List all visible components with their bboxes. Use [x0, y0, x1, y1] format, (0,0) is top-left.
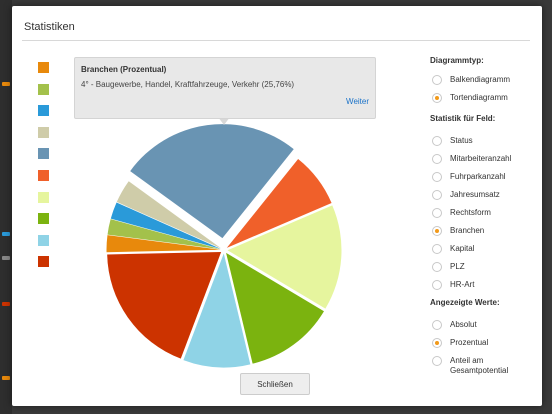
- field-option[interactable]: Kapital: [432, 243, 542, 257]
- radio-button[interactable]: [432, 244, 442, 254]
- diagram-type-option[interactable]: Tortendiagramm: [432, 92, 542, 106]
- pie-chart[interactable]: [12, 6, 412, 406]
- radio-label: Mitarbeiteranzahl: [450, 154, 512, 163]
- radio-button[interactable]: [432, 356, 442, 366]
- close-button[interactable]: Schließen: [240, 373, 310, 395]
- radio-label: Jahresumsatz: [450, 190, 500, 199]
- pie-slice[interactable]: [226, 158, 332, 248]
- legend-swatch: [38, 105, 49, 117]
- pie-slice[interactable]: [110, 202, 221, 249]
- statistics-dialog: Statistiken Branchen (Prozentual) 4° - B…: [12, 6, 542, 406]
- radio-label: Anteil am Gesamtpotential: [450, 356, 509, 375]
- pie-slice[interactable]: [183, 253, 251, 368]
- radio-button[interactable]: [432, 136, 442, 146]
- radio-button[interactable]: [432, 75, 442, 85]
- radio-button[interactable]: [432, 262, 442, 272]
- radio-button[interactable]: [432, 154, 442, 164]
- radio-button[interactable]: [432, 320, 442, 330]
- background-marker: [2, 256, 10, 260]
- field-option[interactable]: Mitarbeiteranzahl: [432, 153, 542, 167]
- background-marker: [2, 302, 10, 306]
- tooltip-more-link[interactable]: Weiter: [346, 97, 369, 106]
- legend-swatch: [38, 256, 49, 268]
- chart-tooltip: Branchen (Prozentual) 4° - Baugewerbe, H…: [74, 57, 376, 119]
- radio-label: Rechtsform: [450, 208, 491, 217]
- tooltip-title: Branchen (Prozentual): [81, 65, 167, 74]
- legend-swatch: [38, 213, 49, 225]
- background-marker: [2, 82, 10, 86]
- radio-label: Tortendiagramm: [450, 93, 508, 102]
- background-marker: [2, 376, 10, 380]
- pie-slice[interactable]: [107, 252, 222, 359]
- legend-swatch: [38, 234, 49, 246]
- radio-label: Prozentual: [450, 338, 489, 347]
- radio-button[interactable]: [432, 208, 442, 218]
- field-option[interactable]: Fuhrparkanzahl: [432, 171, 542, 185]
- legend-swatch: [38, 148, 49, 160]
- legend-swatch: [38, 191, 49, 203]
- field-option[interactable]: Jahresumsatz: [432, 189, 542, 203]
- diagram-type-option[interactable]: Balkendiagramm: [432, 74, 542, 88]
- field-option[interactable]: Status: [432, 135, 542, 149]
- radio-button[interactable]: [432, 226, 442, 236]
- field-option[interactable]: PLZ: [432, 261, 542, 275]
- legend-swatch: [38, 170, 49, 181]
- radio-label: Kapital: [450, 244, 475, 253]
- tooltip-text: 4° - Baugewerbe, Handel, Kraftfahrzeuge,…: [81, 80, 295, 89]
- pie-slice[interactable]: [226, 252, 324, 364]
- radio-label: Branchen: [450, 226, 485, 235]
- radio-label: Absolut: [450, 320, 477, 329]
- values-option[interactable]: Absolut: [432, 319, 542, 333]
- radio-label: PLZ: [450, 262, 465, 271]
- legend-swatch: [38, 62, 49, 73]
- dialog-title: Statistiken: [24, 21, 75, 33]
- radio-button[interactable]: [432, 338, 442, 348]
- legend-swatch: [38, 126, 49, 138]
- pie-slice[interactable]: [227, 205, 342, 309]
- radio-label: Status: [450, 136, 473, 145]
- background-window-edge: [0, 0, 12, 414]
- pie-slice[interactable]: [130, 124, 294, 239]
- values-option[interactable]: Prozentual: [432, 337, 542, 351]
- radio-button[interactable]: [432, 93, 442, 103]
- pie-slice[interactable]: [116, 181, 221, 249]
- values-heading: Angezeigte Werte:: [430, 298, 500, 307]
- field-option[interactable]: Rechtsform: [432, 207, 542, 221]
- field-heading: Statistik für Feld:: [430, 114, 496, 123]
- values-option[interactable]: Anteil am Gesamtpotential: [432, 355, 542, 375]
- field-option[interactable]: Branchen: [432, 225, 542, 239]
- tooltip-arrow: [218, 117, 230, 125]
- pie-slice[interactable]: [106, 235, 221, 253]
- radio-button[interactable]: [432, 280, 442, 290]
- background-marker: [2, 232, 10, 236]
- legend-swatch: [38, 83, 49, 95]
- diagram-type-heading: Diagrammtyp:: [430, 56, 484, 65]
- radio-label: HR-Art: [450, 280, 475, 289]
- pie-slice[interactable]: [107, 219, 221, 250]
- radio-label: Balkendiagramm: [450, 75, 511, 84]
- field-option[interactable]: HR-Art: [432, 279, 542, 293]
- title-divider: [22, 40, 530, 41]
- radio-label: Fuhrparkanzahl: [450, 172, 506, 181]
- radio-button[interactable]: [432, 172, 442, 182]
- radio-button[interactable]: [432, 190, 442, 200]
